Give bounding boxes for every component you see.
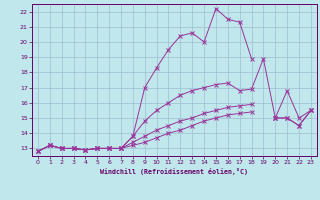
X-axis label: Windchill (Refroidissement éolien,°C): Windchill (Refroidissement éolien,°C) (100, 168, 248, 175)
